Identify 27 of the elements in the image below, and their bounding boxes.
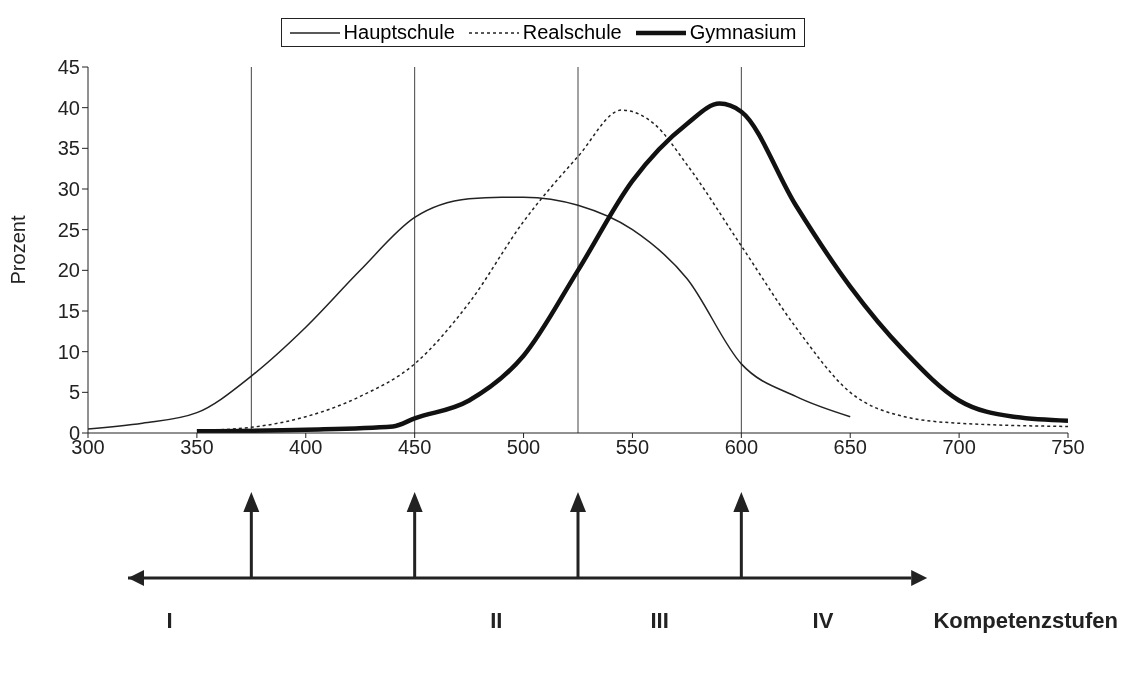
x-tick-label: 750 [1051,436,1085,459]
x-tick-label: 400 [289,436,323,459]
y-tick-label: 20 [57,259,80,282]
legend-label: Gymnasium [689,21,797,44]
y-axis-title: Prozent [7,215,30,285]
y-tick-label: 5 [68,381,80,404]
x-tick-label: 650 [833,436,867,459]
x-tick-label: 350 [180,436,214,459]
text: I [166,608,173,633]
x-tick-label: 700 [942,436,976,459]
y-tick-label: 15 [57,300,80,323]
y-tick-label: 45 [57,56,80,79]
y-tick-label: 30 [57,178,80,201]
text: IV [812,608,834,633]
y-tick-label: 40 [57,96,80,119]
text: Kompetenzstufen [933,608,1118,633]
y-tick-label: 35 [57,137,80,160]
x-tick-label: 550 [615,436,650,459]
x-tick-label: 500 [506,436,541,459]
x-tick-label: 450 [397,436,432,459]
legend-label: Realschule [522,21,622,44]
x-tick-label: 600 [724,436,759,459]
text: III [650,608,669,633]
text: II [490,608,503,633]
y-tick-label: 10 [57,340,80,363]
y-tick-label: 25 [57,218,80,241]
legend-label: Hauptschule [343,21,455,44]
